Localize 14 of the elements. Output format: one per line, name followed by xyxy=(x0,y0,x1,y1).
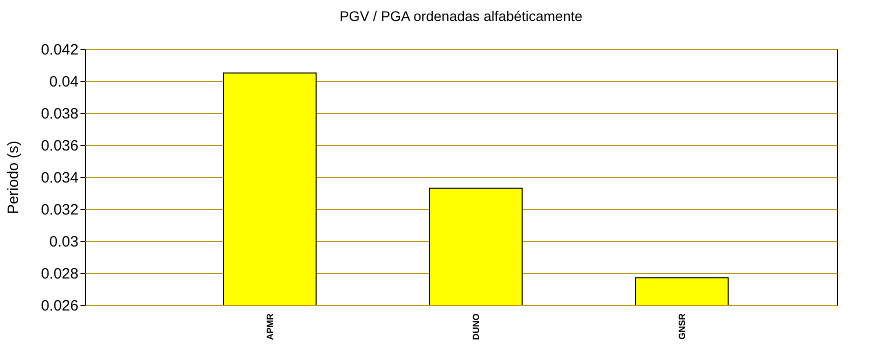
y-tick-label: 0.03 xyxy=(49,234,78,250)
y-tick-label: 0.04 xyxy=(49,74,78,90)
x-tick-label: APMR xyxy=(264,313,275,340)
y-tick-label: 0.026 xyxy=(40,298,78,314)
x-tick-label: GNSR xyxy=(676,313,687,340)
y-tick-label: 0.038 xyxy=(40,106,78,122)
y-tick-label: 0.036 xyxy=(40,138,78,154)
chart-title: PGV / PGA ordenadas alfabéticamente xyxy=(340,8,583,24)
y-tick-label: 0.034 xyxy=(40,170,78,186)
y-tick-label: 0.042 xyxy=(40,42,78,58)
y-tick-label: 0.032 xyxy=(40,202,78,218)
x-tick-label: DUNO xyxy=(470,314,481,340)
y-tick-label: 0.028 xyxy=(40,266,78,282)
y-axis-title: Periodo (s) xyxy=(4,140,22,214)
